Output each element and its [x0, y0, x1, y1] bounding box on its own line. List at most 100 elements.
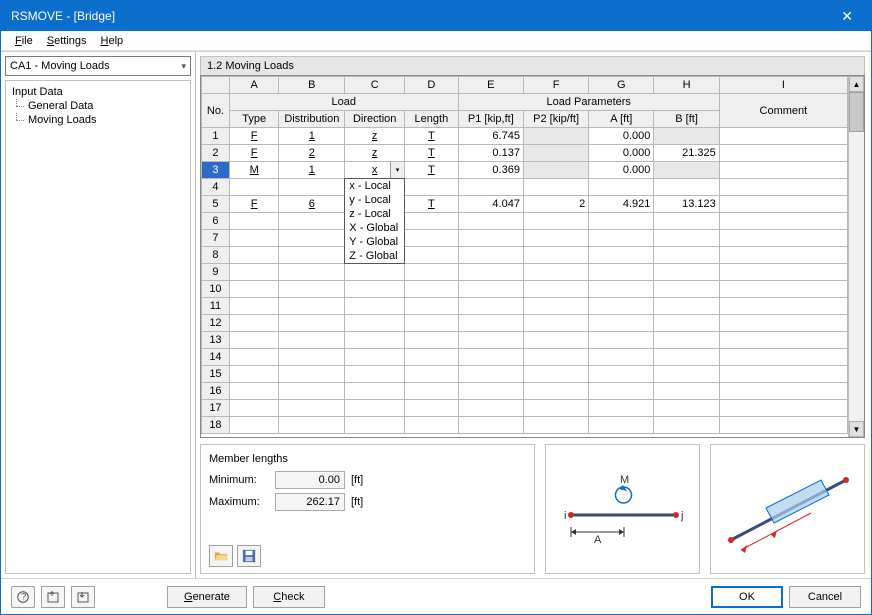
cell[interactable] — [345, 349, 405, 366]
row-number[interactable]: 12 — [202, 315, 230, 332]
cell[interactable] — [654, 162, 719, 179]
cell[interactable] — [405, 179, 459, 196]
cell[interactable] — [589, 315, 654, 332]
table-row[interactable]: 14 — [202, 349, 848, 366]
cell[interactable] — [458, 230, 523, 247]
row-number[interactable]: 13 — [202, 332, 230, 349]
cell[interactable] — [229, 417, 279, 434]
cell[interactable] — [229, 179, 279, 196]
col-letter[interactable]: G — [589, 77, 654, 94]
col-letter[interactable]: F — [523, 77, 588, 94]
table-row[interactable]: 7 — [202, 230, 848, 247]
cell[interactable] — [523, 349, 588, 366]
cell[interactable] — [523, 264, 588, 281]
cell[interactable] — [279, 230, 345, 247]
tree-root[interactable]: Input Data — [6, 85, 190, 99]
dropdown-option[interactable]: Z - Global — [345, 249, 404, 263]
cell[interactable]: 4.047 — [458, 196, 523, 213]
cell[interactable] — [719, 400, 847, 417]
cell[interactable] — [229, 366, 279, 383]
open-icon[interactable] — [209, 545, 233, 567]
row-number[interactable]: 7 — [202, 230, 230, 247]
import-icon[interactable] — [71, 586, 95, 608]
cell[interactable] — [589, 383, 654, 400]
cell[interactable] — [279, 247, 345, 264]
ok-button[interactable]: OK — [711, 586, 783, 608]
cell[interactable] — [345, 281, 405, 298]
cell[interactable] — [719, 264, 847, 281]
cell[interactable] — [405, 213, 459, 230]
cell[interactable]: T — [405, 128, 459, 145]
cell[interactable]: 2 — [523, 196, 588, 213]
row-number[interactable]: 10 — [202, 281, 230, 298]
col-header[interactable]: Direction — [345, 111, 405, 128]
row-number[interactable]: 11 — [202, 298, 230, 315]
cell[interactable]: 13.123 — [654, 196, 719, 213]
save-icon[interactable] — [237, 545, 261, 567]
table-row[interactable]: 4 — [202, 179, 848, 196]
cell[interactable]: 0.137 — [458, 145, 523, 162]
cell[interactable] — [654, 383, 719, 400]
cell[interactable] — [405, 281, 459, 298]
cell[interactable] — [458, 332, 523, 349]
col-letter[interactable]: C — [345, 77, 405, 94]
cell[interactable]: F — [229, 128, 279, 145]
cell[interactable] — [523, 400, 588, 417]
cell[interactable] — [719, 383, 847, 400]
cell[interactable] — [405, 332, 459, 349]
cell[interactable]: 21.325 — [654, 145, 719, 162]
table-row[interactable]: 18 — [202, 417, 848, 434]
cell[interactable] — [654, 281, 719, 298]
col-letter[interactable]: E — [458, 77, 523, 94]
row-number[interactable]: 15 — [202, 366, 230, 383]
col-letter[interactable]: A — [229, 77, 279, 94]
col-header[interactable]: P1 [kip,ft] — [458, 111, 523, 128]
table-row[interactable]: 16 — [202, 383, 848, 400]
cell[interactable] — [523, 298, 588, 315]
cell[interactable] — [458, 349, 523, 366]
cell[interactable] — [405, 247, 459, 264]
cell[interactable] — [229, 213, 279, 230]
cell[interactable]: F — [229, 145, 279, 162]
cell[interactable] — [405, 417, 459, 434]
cell[interactable] — [458, 315, 523, 332]
cell[interactable] — [589, 298, 654, 315]
cell[interactable] — [719, 247, 847, 264]
cell[interactable] — [589, 366, 654, 383]
cell[interactable] — [719, 298, 847, 315]
cell[interactable] — [523, 230, 588, 247]
cell[interactable]: 4.921 — [589, 196, 654, 213]
table-row[interactable]: 1F1zT6.7450.000 — [202, 128, 848, 145]
vertical-scrollbar[interactable]: ▲ ▼ — [848, 76, 864, 437]
cell[interactable] — [405, 264, 459, 281]
cancel-button[interactable]: Cancel — [789, 586, 861, 608]
cell[interactable] — [458, 281, 523, 298]
scroll-thumb[interactable] — [849, 92, 864, 132]
cell[interactable] — [279, 264, 345, 281]
cell[interactable] — [654, 128, 719, 145]
table-row[interactable]: 10 — [202, 281, 848, 298]
cell[interactable]: 0.000 — [589, 162, 654, 179]
cell[interactable] — [345, 315, 405, 332]
cell[interactable] — [589, 247, 654, 264]
cell[interactable] — [458, 400, 523, 417]
cell[interactable] — [719, 230, 847, 247]
cell[interactable] — [279, 332, 345, 349]
generate-button[interactable]: Generate — [167, 586, 247, 608]
cell[interactable] — [589, 213, 654, 230]
chevron-down-icon[interactable]: ▾ — [390, 162, 404, 178]
cell[interactable] — [719, 213, 847, 230]
cell[interactable] — [589, 417, 654, 434]
cell[interactable] — [345, 366, 405, 383]
cell[interactable] — [405, 230, 459, 247]
cell[interactable] — [654, 247, 719, 264]
cell[interactable] — [719, 417, 847, 434]
cell[interactable] — [719, 179, 847, 196]
check-button[interactable]: Check — [253, 586, 325, 608]
col-header[interactable]: P2 [kip/ft] — [523, 111, 588, 128]
cell[interactable] — [405, 383, 459, 400]
cell[interactable] — [523, 332, 588, 349]
cell[interactable] — [719, 332, 847, 349]
cell[interactable]: F — [229, 196, 279, 213]
cell[interactable] — [279, 213, 345, 230]
